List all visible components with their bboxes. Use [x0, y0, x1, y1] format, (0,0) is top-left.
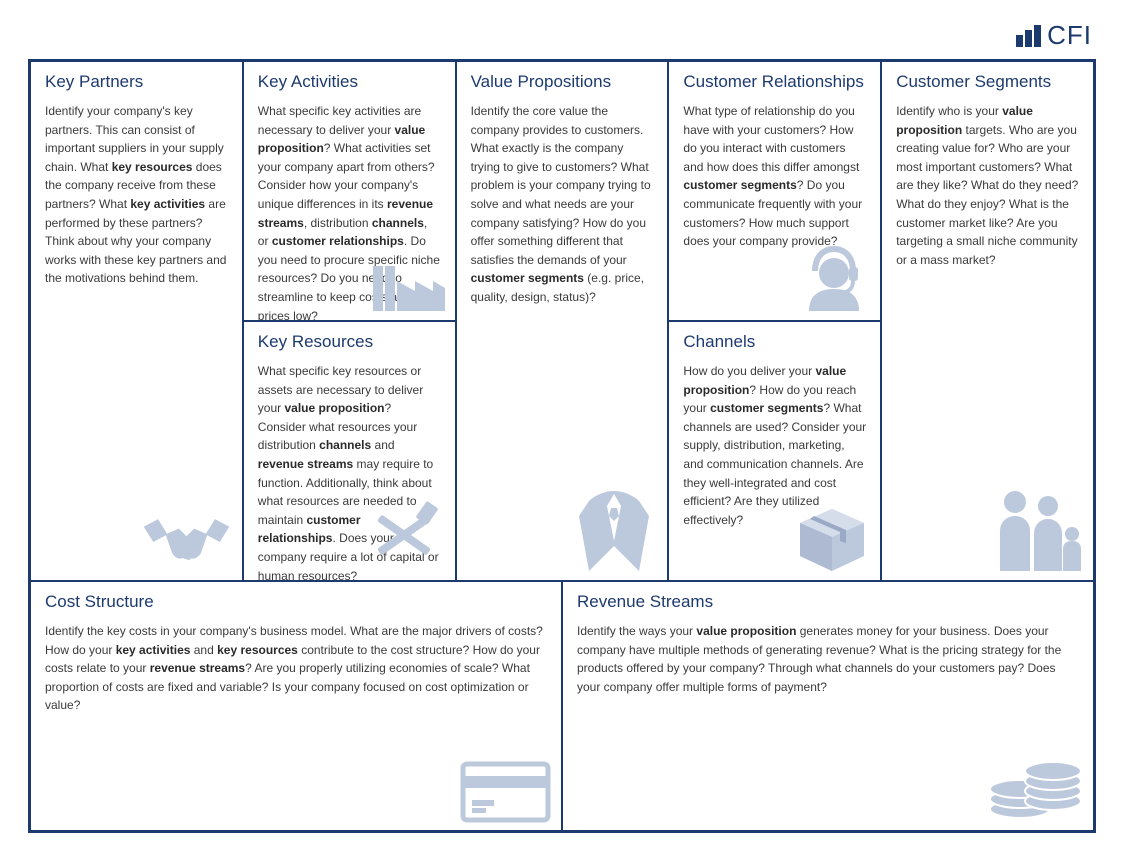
cell-revenue-streams: Revenue Streams Identify the ways your v…: [562, 581, 1094, 831]
brand-name: CFI: [1047, 20, 1092, 51]
title-cost-structure: Cost Structure: [45, 592, 547, 612]
cell-cost-structure: Cost Structure Identify the key costs in…: [30, 581, 562, 831]
cell-channels: Channels How do you deliver your value p…: [668, 321, 881, 581]
title-key-partners: Key Partners: [45, 72, 228, 92]
title-customer-relationships: Customer Relationships: [683, 72, 866, 92]
cell-customer-segments: Customer Segments Identify who is your v…: [881, 61, 1094, 581]
title-key-activities: Key Activities: [258, 72, 441, 92]
title-revenue-streams: Revenue Streams: [577, 592, 1079, 612]
cell-customer-relationships: Customer Relationships What type of rela…: [668, 61, 881, 321]
cell-key-activities: Key Activities What specific key activit…: [243, 61, 456, 321]
title-customer-segments: Customer Segments: [896, 72, 1079, 92]
title-value-propositions: Value Propositions: [471, 72, 654, 92]
handshake-icon: [139, 506, 234, 576]
cell-key-partners: Key Partners Identify your company's key…: [30, 61, 243, 581]
body-customer-relationships: What type of relationship do you have wi…: [683, 102, 866, 251]
body-customer-segments: Identify who is your value proposition t…: [896, 102, 1079, 269]
body-key-activities: What specific key activities are necessa…: [258, 102, 441, 321]
body-channels: How do you deliver your value propositio…: [683, 362, 866, 529]
brand-logo: CFI: [28, 20, 1096, 51]
cell-key-resources: Key Resources What specific key resource…: [243, 321, 456, 581]
body-value-propositions: Identify the core value the company prov…: [471, 102, 654, 307]
body-revenue-streams: Identify the ways your value proposition…: [577, 622, 1079, 696]
body-cost-structure: Identify the key costs in your company's…: [45, 622, 547, 715]
logo-bars-icon: [1016, 25, 1041, 47]
creditcard-icon: [458, 756, 553, 826]
suit-icon: [569, 486, 659, 576]
title-key-resources: Key Resources: [258, 332, 441, 352]
cell-value-propositions: Value Propositions Identify the core val…: [456, 61, 669, 581]
body-key-resources: What specific key resources or assets ar…: [258, 362, 441, 581]
body-key-partners: Identify your company's key partners. Th…: [45, 102, 228, 288]
coins-icon: [985, 751, 1085, 826]
family-icon: [990, 486, 1085, 576]
title-channels: Channels: [683, 332, 866, 352]
headset-icon: [797, 241, 872, 316]
business-model-canvas: Key Partners Identify your company's key…: [28, 59, 1096, 833]
